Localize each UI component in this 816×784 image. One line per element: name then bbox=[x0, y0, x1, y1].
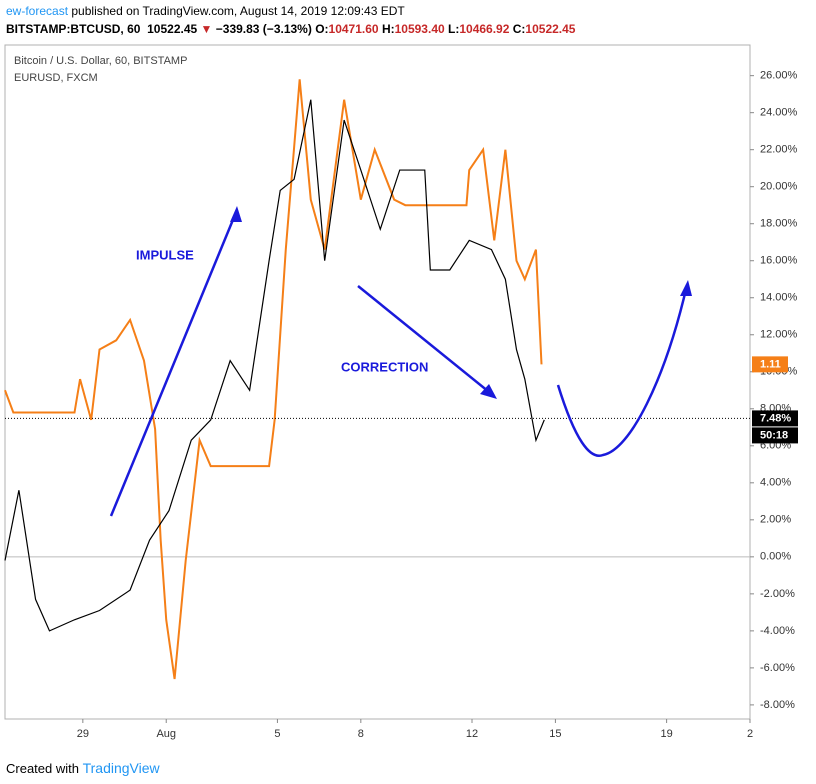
annotation: IMPULSE bbox=[136, 247, 194, 262]
y-tick-label: 20.00% bbox=[760, 181, 798, 193]
x-tick-label: Aug bbox=[156, 728, 176, 740]
y-tick-label: -8.00% bbox=[760, 699, 795, 711]
y-tick-label: 22.00% bbox=[760, 144, 798, 156]
series-line bbox=[4, 79, 543, 680]
published: published on TradingView.com, August 14,… bbox=[71, 4, 405, 18]
ohlc-k: C: bbox=[512, 22, 526, 36]
publisher: ew-forecast bbox=[6, 4, 69, 18]
ohlc-k: O: bbox=[315, 22, 329, 36]
x-tick-label: 15 bbox=[549, 728, 561, 740]
header-line: ew-forecast published on TradingView.com… bbox=[6, 4, 405, 18]
x-tick-label: 2 bbox=[747, 728, 753, 740]
legend-btc: Bitcoin / U.S. Dollar, 60, BITSTAMP bbox=[14, 55, 187, 67]
countdown: 50:18 bbox=[760, 429, 788, 441]
y-tick-label: 4.00% bbox=[760, 477, 791, 489]
y-tick-label: 2.00% bbox=[760, 514, 791, 526]
legend-eur: EURUSD, FXCM bbox=[14, 72, 98, 84]
y-tick-label: 24.00% bbox=[760, 107, 798, 119]
y-tick-label: 0.00% bbox=[760, 551, 791, 563]
brand: TradingView bbox=[82, 760, 160, 776]
ohlc-k: H: bbox=[381, 22, 395, 36]
arrow bbox=[109, 209, 239, 517]
y-tick-label: 26.00% bbox=[760, 70, 798, 82]
y-tick-label: 16.00% bbox=[760, 255, 798, 267]
arrow bbox=[357, 285, 495, 397]
y-tick-label: -4.00% bbox=[760, 625, 795, 637]
x-tick-label: 29 bbox=[77, 728, 89, 740]
symbol-line: BITSTAMP:BTCUSD, 60 10522.45 ▼ −339.83 (… bbox=[6, 22, 576, 36]
annotation: CORRECTION bbox=[341, 359, 428, 374]
last-value-label: 7.48% bbox=[760, 412, 791, 424]
ohlc-k: L: bbox=[448, 22, 460, 36]
ohlc-v: 10466.92 bbox=[459, 22, 510, 36]
series-line bbox=[4, 99, 545, 632]
ohlc-v: 10522.45 bbox=[525, 22, 576, 36]
x-tick-label: 12 bbox=[466, 728, 478, 740]
y-tick-label: 12.00% bbox=[760, 329, 798, 341]
plot-frame bbox=[4, 44, 751, 720]
arrowhead bbox=[480, 384, 497, 399]
x-tick-label: 8 bbox=[358, 728, 364, 740]
x-tick-label: 19 bbox=[660, 728, 672, 740]
y-tick-label: -2.00% bbox=[760, 588, 795, 600]
change: −339.83 (−3.13%) bbox=[215, 22, 312, 36]
countdown-tag bbox=[752, 427, 798, 444]
chart: Bitcoin / U.S. Dollar, 60, BITSTAMP EURU… bbox=[4, 44, 798, 740]
arrowhead bbox=[680, 280, 692, 296]
eurusd-tag bbox=[752, 356, 788, 373]
y-tick-label: 18.00% bbox=[760, 218, 798, 230]
price: 10522.45 bbox=[147, 22, 198, 36]
footer: Created with TradingView bbox=[6, 760, 160, 776]
created: Created with bbox=[6, 761, 79, 776]
ohlc-v: 10593.40 bbox=[394, 22, 445, 36]
y-tick-label: -6.00% bbox=[760, 662, 795, 674]
last-value-tag bbox=[752, 410, 798, 427]
y-tick-label: 14.00% bbox=[760, 292, 798, 304]
symbol: BITSTAMP:BTCUSD, 60 bbox=[6, 22, 141, 36]
x-tick-label: 5 bbox=[274, 728, 280, 740]
arrowhead bbox=[230, 206, 242, 222]
ohlc-v: 10471.60 bbox=[328, 22, 379, 36]
ohlc: O:10471.60 H:10593.40 L:10466.92 C:10522… bbox=[315, 22, 575, 36]
eurusd-label: 1.11 bbox=[760, 358, 781, 370]
projection bbox=[556, 284, 689, 457]
